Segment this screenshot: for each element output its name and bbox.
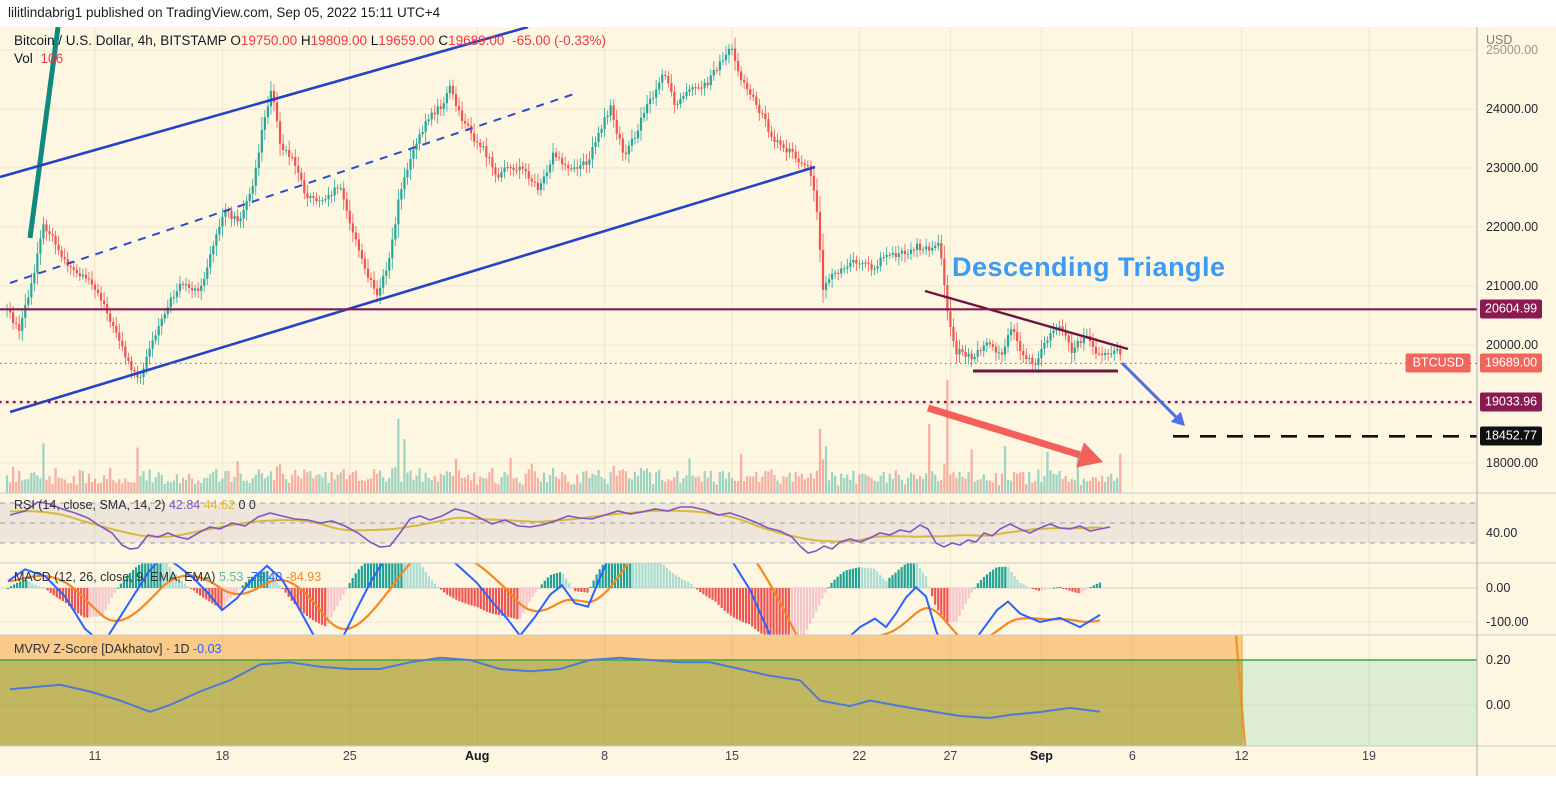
indicator-tick-label: 40.00 bbox=[1486, 526, 1518, 540]
volume-legend[interactable]: Vol 106 bbox=[14, 51, 63, 66]
ohlc-value: 19750.00 bbox=[240, 33, 298, 48]
footer-bar: TradingView bbox=[0, 776, 1556, 804]
attribution-bar: lilitlindabrig1 published on TradingView… bbox=[0, 0, 1556, 27]
ohlc-key: L bbox=[366, 33, 379, 48]
price-tick-label: 21000.00 bbox=[1486, 279, 1539, 293]
rsi-sma-value: 44.62 bbox=[203, 498, 235, 512]
indicator-tick-label: 0.00 bbox=[1486, 581, 1511, 595]
change-value: -65.00 (-0.33%) bbox=[512, 33, 606, 48]
price-axis[interactable]: USD 25000.00 24000.00 23000.00 22000.00 2100… bbox=[1477, 27, 1556, 776]
price-tick-label: 22000.00 bbox=[1486, 220, 1539, 234]
time-tick-label: 22 bbox=[852, 749, 867, 763]
rsi-value: 42.84 bbox=[168, 498, 201, 512]
ohlc-value: 19689.00 bbox=[448, 33, 505, 48]
time-tick-label: 15 bbox=[725, 749, 739, 763]
macd-hist-value: 5.53 bbox=[218, 570, 244, 584]
rsi-title[interactable]: RSI (14, close, SMA, 14, 2) bbox=[14, 498, 166, 512]
indicator-tick-label: -100.00 bbox=[1486, 615, 1529, 629]
time-tick-label: 25 bbox=[342, 749, 357, 763]
price-badge: 20604.99 bbox=[1480, 299, 1543, 319]
ohlc-key: O bbox=[230, 33, 241, 48]
time-tick-label: 8 bbox=[601, 749, 609, 763]
time-tick-label: 11 bbox=[88, 749, 102, 763]
price-tick-label: 20000.00 bbox=[1486, 338, 1539, 352]
indicator-tick-label: 0.00 bbox=[1486, 698, 1511, 712]
price-badge: 18452.77 bbox=[1480, 426, 1543, 446]
symbol-price-chip: BTCUSD bbox=[1405, 353, 1471, 373]
time-tick-label: 6 bbox=[1128, 749, 1136, 763]
time-tick-label: Aug bbox=[465, 749, 490, 763]
symbol-title[interactable]: Bitcoin / U.S. Dollar, 4h, BITSTAMP bbox=[14, 33, 227, 48]
volume-label: Vol bbox=[14, 51, 33, 66]
ohlc-key: C bbox=[434, 33, 449, 48]
descending-triangle-label[interactable]: Descending Triangle bbox=[952, 252, 1226, 282]
rsi-legend[interactable]: RSI (14, close, SMA, 14, 2) 42.84 44.62 … bbox=[14, 498, 256, 512]
ohlc-values: O19750.00 H19809.00 L19659.00 C19689.00 bbox=[230, 33, 504, 48]
symbol-legend[interactable]: Bitcoin / U.S. Dollar, 4h, BITSTAMP O197… bbox=[14, 33, 606, 48]
currency-label: USD bbox=[1486, 33, 1513, 47]
mvrv-legend[interactable]: MVRV Z-Score [DAkhatov] · 1D -0.03 bbox=[14, 642, 222, 656]
price-badge: 19033.96 bbox=[1480, 392, 1543, 412]
indicator-tick-label: 0.20 bbox=[1486, 653, 1511, 667]
mvrv-title[interactable]: MVRV Z-Score [DAkhatov] · 1D bbox=[14, 642, 190, 656]
volume-value: 106 bbox=[40, 51, 64, 66]
price-tick-label: 18000.00 bbox=[1486, 456, 1539, 470]
price-tick-label: 24000.00 bbox=[1486, 102, 1539, 116]
price-badge: 19689.00 bbox=[1480, 353, 1543, 373]
time-tick-label: 12 bbox=[1234, 749, 1249, 763]
time-tick-label: 27 bbox=[943, 749, 958, 763]
macd-title[interactable]: MACD (12, 26, close, 9, EMA, EMA) bbox=[14, 570, 216, 584]
mvrv-value: -0.03 bbox=[193, 642, 222, 656]
macd-line-value: -79.40 bbox=[246, 570, 283, 584]
ohlc-value: 19809.00 bbox=[310, 33, 367, 48]
ohlc-key: H bbox=[297, 33, 311, 48]
price-tick-label: 25000.00 bbox=[1486, 43, 1539, 57]
ohlc-value: 19659.00 bbox=[378, 33, 435, 48]
rsi-extra-1: 0 bbox=[238, 498, 246, 512]
macd-signal-value: -84.93 bbox=[285, 570, 322, 584]
attribution-text: lilitlindabrig1 published on TradingView… bbox=[8, 5, 441, 20]
time-tick-label: 18 bbox=[215, 749, 230, 763]
price-tick-label: 23000.00 bbox=[1486, 161, 1539, 175]
time-axis[interactable]: 11 18 25 Aug 8 15 22 27 Sep 6 12 19 bbox=[0, 746, 1477, 776]
time-tick-label: 19 bbox=[1362, 749, 1376, 763]
rsi-extra-2: 0 bbox=[248, 498, 256, 512]
macd-legend[interactable]: MACD (12, 26, close, 9, EMA, EMA) 5.53 -… bbox=[14, 570, 321, 584]
time-tick-label: Sep bbox=[1029, 749, 1053, 763]
